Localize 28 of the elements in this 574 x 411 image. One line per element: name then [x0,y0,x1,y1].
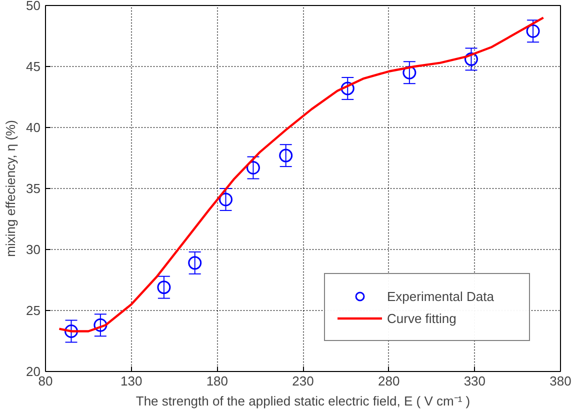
x-tick-label: 280 [378,374,400,388]
x-tick-label: 130 [120,374,142,388]
x-tick-label: 330 [464,374,486,388]
x-axis-title: The strength of the applied static electric field, E ( V cm⁻¹ ) [136,394,470,408]
x-tick-label: 180 [206,374,228,388]
legend-label: Curve fitting [387,310,458,326]
point [246,161,260,174]
point [94,318,108,332]
y-tick-label: 30 [26,242,41,257]
legend-label: Experimental Data [387,288,495,304]
point [188,256,202,270]
y-tick-label: 40 [26,120,41,135]
y-axis-title: mixing effeciency, η (%) [3,120,18,257]
y-tick-label: 45 [26,59,41,74]
point [464,52,478,66]
point [402,66,416,80]
x-tick-label: 380 [550,374,572,388]
y-tick-label: 35 [26,181,41,196]
point [64,324,78,338]
line-series [58,16,544,332]
y-tick-label: 50 [26,0,41,13]
x-tick-label: 230 [292,374,314,388]
point [526,24,540,38]
point [157,280,171,294]
point [219,192,232,206]
point [279,148,293,162]
point [340,82,354,96]
y-tick-label: 25 [26,303,41,318]
